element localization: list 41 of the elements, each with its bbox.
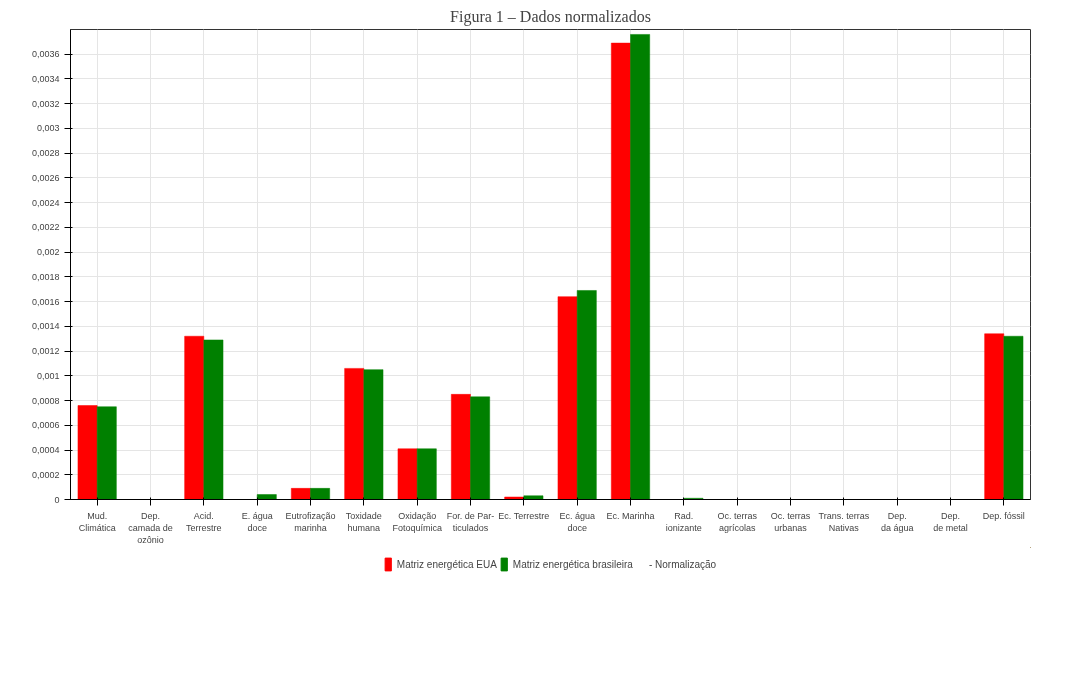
legend-label: Matriz energética brasileira bbox=[512, 558, 633, 570]
y-tick-label: 0 bbox=[54, 494, 60, 505]
x-tick-label: Ec. Marinha bbox=[606, 510, 655, 521]
x-tick-label: Mud. Climática bbox=[78, 510, 116, 533]
x-tick-label: Ec. Terrestre bbox=[498, 510, 550, 521]
y-tick-label: 0,0022 bbox=[31, 222, 60, 233]
y-tick-label: 0,0026 bbox=[31, 172, 60, 183]
x-tick-label: Trans. terras Nativas bbox=[818, 510, 870, 533]
y-tick-label: 0,0008 bbox=[31, 395, 60, 406]
x-tick-label: Ec. água doce bbox=[559, 510, 595, 533]
y-tick-label: 0,0024 bbox=[31, 197, 60, 208]
x-tick-label: Eutrofização marinha bbox=[285, 510, 336, 533]
x-tick-label: Oc. terras urbanas bbox=[770, 510, 811, 533]
y-tick-label: 0,0012 bbox=[31, 346, 60, 357]
y-tick-label: 0,0018 bbox=[31, 271, 60, 282]
x-tick-label: Dep. de metal bbox=[933, 510, 968, 533]
x-tick-label: Toxidade humana bbox=[345, 510, 382, 533]
y-tick-label: 0,0006 bbox=[31, 420, 60, 431]
y-tick-label: 0,0028 bbox=[31, 148, 60, 159]
text: - Normalização bbox=[648, 558, 717, 570]
x-tick-label: Dep. fóssil bbox=[982, 510, 1025, 521]
x-tick-label: For. de Par- ticulados bbox=[446, 510, 495, 533]
x-tick-label: Oxidação Fotoquímica bbox=[392, 510, 442, 533]
x-tick-label: Rad. ionizante bbox=[665, 510, 702, 533]
y-tick-label: 0,0002 bbox=[31, 469, 60, 480]
y-tick-label: 0,0004 bbox=[31, 445, 60, 456]
x-tick-label: E. água doce bbox=[241, 510, 273, 533]
y-tick-label: 0,0032 bbox=[31, 98, 60, 109]
legend-label: Matriz energética EUA bbox=[396, 558, 497, 570]
y-tick-label: 0,003 bbox=[36, 123, 60, 134]
y-tick-label: 0,0014 bbox=[31, 321, 60, 332]
y-tick-label: 0,002 bbox=[36, 247, 60, 258]
y-tick-label: 0,001 bbox=[36, 370, 60, 381]
y-tick-label: 0,0034 bbox=[31, 73, 60, 84]
y-tick-label: 0,0016 bbox=[31, 296, 60, 307]
x-tick-label: Oc. terras agrícolas bbox=[717, 510, 758, 533]
x-tick-label: Dep. da água bbox=[880, 510, 914, 533]
chart-title: Figura 1 – Dados normalizados bbox=[450, 7, 651, 26]
x-tick-label: Dep. camada de ozônio bbox=[128, 510, 173, 545]
y-tick-label: 0,0036 bbox=[31, 49, 60, 60]
x-tick-label: Acid. Terrestre bbox=[186, 510, 222, 533]
